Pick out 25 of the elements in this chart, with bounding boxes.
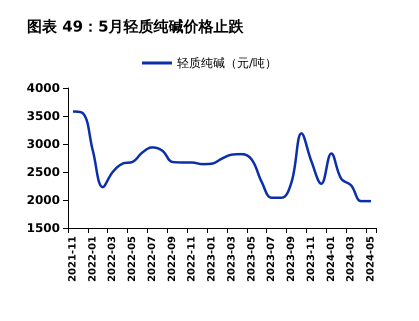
y-tick-label: 3500 — [26, 109, 60, 123]
x-tick-label: 2023-07 — [266, 236, 278, 282]
legend-label: 轻质纯碱（元/吨） — [176, 56, 278, 70]
x-tick-label: 2023-11 — [306, 236, 317, 282]
x-tick-label: 2023-05 — [246, 236, 258, 282]
x-tick-label: 2022-09 — [166, 236, 178, 282]
x-tick-label: 2024-01 — [326, 236, 337, 282]
y-tick-label: 3000 — [26, 137, 60, 151]
x-tick-label: 2023-03 — [226, 236, 238, 282]
x-tick-label: 2024-05 — [366, 236, 377, 282]
y-tick-label: 1500 — [26, 221, 60, 235]
line-series — [72, 110, 372, 202]
x-tick-label: 2022-11 — [186, 236, 198, 282]
x-tick-label: 2022-01 — [87, 236, 98, 282]
x-tick-label: 2022-07 — [146, 236, 158, 282]
x-tick-label: 2024-03 — [346, 236, 357, 282]
chart-title: 图表 49：5月轻质纯碱价格止跌 — [27, 18, 245, 36]
x-tick-label: 2022-05 — [127, 236, 138, 282]
x-tick-label: 2023-09 — [286, 236, 298, 282]
x-tick-label: 2021-11 — [67, 236, 78, 282]
y-tick-label: 4000 — [26, 81, 60, 95]
x-tick-label: 2023-01 — [206, 236, 218, 282]
x-tick-label: 2022-03 — [107, 236, 118, 282]
y-tick-label: 2000 — [26, 193, 60, 207]
y-tick-label: 2500 — [26, 165, 60, 179]
